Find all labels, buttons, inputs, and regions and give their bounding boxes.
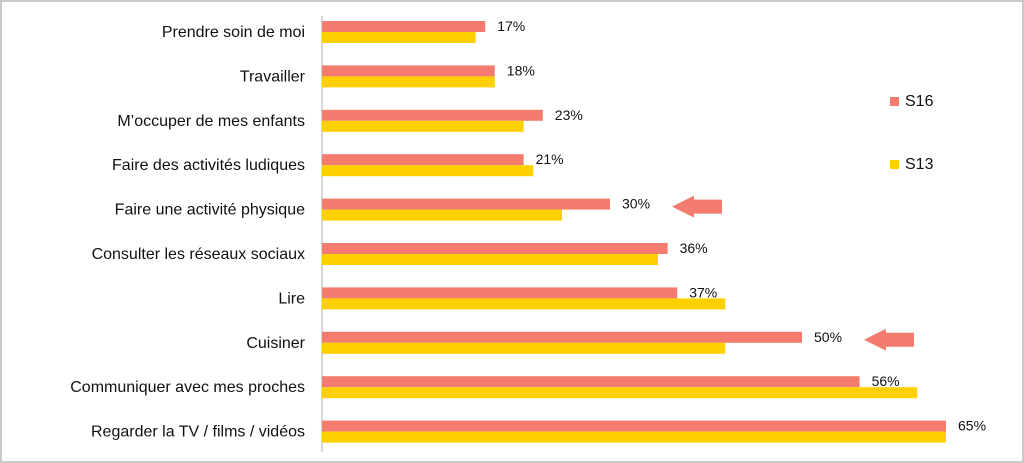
bar-s16 xyxy=(322,109,543,121)
legend-label-s13: S13 xyxy=(905,156,934,173)
bar-s16 xyxy=(322,331,802,343)
value-label: 21% xyxy=(536,151,564,167)
bar-s13 xyxy=(322,387,918,399)
category-label: Faire une activité physique xyxy=(115,202,305,219)
bar-s16 xyxy=(322,198,610,210)
legend-swatch-s13 xyxy=(890,160,899,169)
bar-s13 xyxy=(322,254,658,265)
category-label: Cuisiner xyxy=(246,335,305,352)
category-label: M’occuper de mes enfants xyxy=(117,113,305,130)
bar-s16 xyxy=(322,154,524,166)
bar-s13 xyxy=(322,342,726,354)
highlight-arrow-icon xyxy=(864,328,914,351)
category-label: Regarder la TV / films / vidéos xyxy=(91,424,305,441)
value-label: 30% xyxy=(622,196,650,212)
highlight-arrow-icon xyxy=(672,195,722,218)
value-label: 37% xyxy=(689,284,717,300)
bar-s13 xyxy=(322,165,534,177)
bar-s16 xyxy=(322,287,678,299)
bar-s13 xyxy=(322,298,726,310)
category-label: Faire des activités ludiques xyxy=(112,157,305,174)
bar-s13 xyxy=(322,209,562,221)
value-label: 36% xyxy=(680,240,708,256)
value-label: 18% xyxy=(507,62,535,78)
bar-s13 xyxy=(322,76,495,88)
value-label: 50% xyxy=(814,329,842,345)
value-label: 65% xyxy=(958,418,986,434)
legend-swatch-s16 xyxy=(890,97,899,106)
bar-s16 xyxy=(322,420,946,432)
category-label: Consulter les réseaux sociaux xyxy=(92,246,305,263)
value-label: 23% xyxy=(555,107,583,123)
category-label: Travailler xyxy=(240,68,306,85)
bar-s13 xyxy=(322,32,476,43)
bar-s13 xyxy=(322,431,946,443)
bar-s16 xyxy=(322,376,860,388)
bar-s16 xyxy=(322,243,668,254)
category-label: Lire xyxy=(278,290,305,307)
value-label: 56% xyxy=(872,373,900,389)
bar-s16 xyxy=(322,21,486,32)
value-label: 17% xyxy=(497,18,525,34)
legend-label-s16: S16 xyxy=(905,93,934,110)
bar-s16 xyxy=(322,65,495,77)
category-label: Prendre soin de moi xyxy=(162,24,305,41)
bar-s13 xyxy=(322,120,524,132)
category-label: Communiquer avec mes proches xyxy=(70,379,305,396)
